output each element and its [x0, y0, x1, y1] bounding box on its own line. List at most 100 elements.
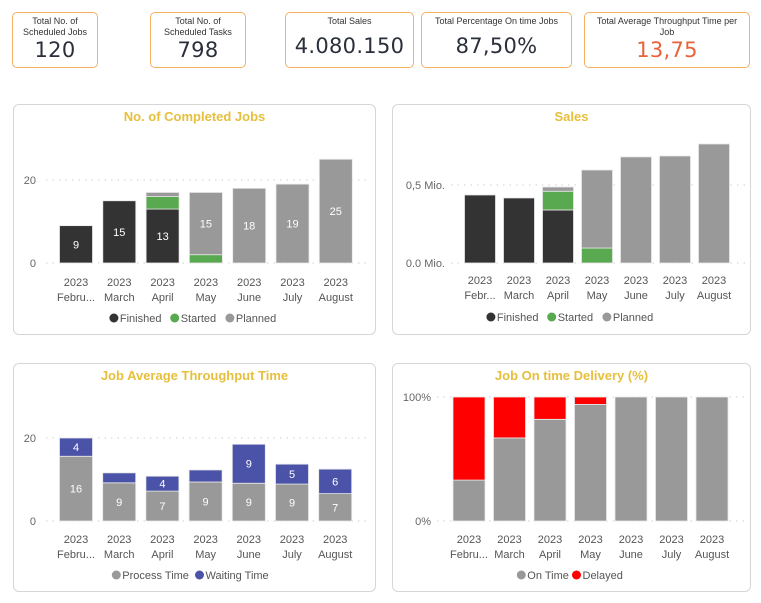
bar-segment-started[interactable] [145, 196, 180, 210]
bar-segment-on-time[interactable] [493, 437, 526, 522]
bar-segment-waiting-time[interactable] [231, 443, 266, 484]
data-label: 4 [159, 479, 165, 491]
bar-segment-waiting-time[interactable] [188, 469, 223, 483]
bar-segment-finished[interactable] [102, 200, 137, 264]
bar-segment-finished[interactable] [464, 194, 496, 264]
x-tick-label: March [494, 549, 525, 561]
x-tick-label: June [237, 549, 261, 561]
bar-segment-on-time[interactable] [533, 418, 567, 522]
chart-title: No. of Completed Jobs [123, 109, 266, 124]
kpi-label: Total No. of Scheduled Jobs [22, 16, 88, 37]
bar-segment-finished[interactable] [503, 197, 535, 264]
sales-chart[interactable]: Sales 0.0 Mio. 0,5 Mio. 2023 Febr... 2023 Mar… [392, 104, 751, 335]
kpi-total-sales: Total Sales 4.080.150 [285, 12, 414, 68]
completed-jobs-chart[interactable]: No. of Completed Jobs 0 20 9 2023 Febru... 15… [13, 104, 376, 335]
kpi-value: 4.080.150 [294, 34, 405, 58]
bar-segment-waiting-time[interactable] [318, 468, 353, 495]
bar-segment-delayed[interactable] [533, 396, 567, 420]
x-tick-label: 2023 [323, 534, 347, 546]
bar-segment-planned[interactable] [145, 192, 180, 197]
bar-segment-started[interactable] [581, 247, 613, 264]
data-label: 9 [246, 497, 252, 509]
x-tick-label: May [587, 290, 608, 302]
bar-segment-started[interactable] [542, 190, 574, 211]
x-tick-label: April [152, 292, 174, 304]
data-label: 9 [246, 459, 252, 471]
y-tick-label: 0 [30, 516, 36, 528]
bar-segment-planned[interactable] [659, 155, 691, 264]
x-tick-label: Febru... [450, 549, 488, 561]
legend-label[interactable]: Started [558, 312, 593, 324]
bar-segment-process-time[interactable] [102, 482, 137, 522]
x-tick-label: 2023 [280, 534, 304, 546]
legend-label[interactable]: Waiting Time [206, 570, 269, 582]
bar-segment-process-time[interactable] [231, 482, 266, 522]
bar-segment-delayed[interactable] [452, 396, 486, 481]
x-tick-label: 2023 [457, 534, 481, 546]
legend-marker [572, 570, 581, 580]
on-time-delivery-chart[interactable]: Job On time Delivery (%) 0% 100% 2023 Febru… [392, 363, 751, 592]
throughput-time-chart[interactable]: Job Average Throughput Time 0 20 16 4 2023 Fe… [13, 363, 376, 592]
bar-segment-planned[interactable] [318, 158, 353, 264]
bar-segment-on-time[interactable] [614, 396, 648, 522]
bar-segment-process-time[interactable] [275, 483, 309, 522]
bar-segment-waiting-time[interactable] [102, 472, 137, 484]
x-tick-label: 2023 [64, 534, 88, 546]
bar-segment-process-time[interactable] [59, 455, 93, 522]
x-tick-label: 2023 [324, 277, 348, 289]
bar-segment-planned[interactable] [275, 183, 310, 264]
legend-label[interactable]: Process Time [122, 570, 189, 582]
x-tick-label: 2023 [150, 277, 174, 289]
legend-label[interactable]: On Time [527, 570, 569, 582]
x-tick-label: March [104, 549, 135, 561]
bar-segment-waiting-time[interactable] [59, 437, 93, 457]
bar-segment-waiting-time[interactable] [145, 475, 180, 492]
legend-label[interactable]: Planned [613, 312, 653, 324]
kpi-value: 120 [34, 38, 76, 62]
bar-segment-planned[interactable] [542, 186, 574, 192]
bar-segment-planned[interactable] [698, 143, 730, 264]
bar-segment-on-time[interactable] [695, 396, 729, 522]
x-tick-label: August [318, 549, 352, 561]
data-label: 9 [116, 497, 122, 509]
y-tick-label: 0.0 Mio. [406, 258, 445, 270]
legend-label[interactable]: Started [181, 313, 216, 325]
x-tick-label: Febr... [464, 290, 495, 302]
x-tick-label: 2023 [237, 277, 261, 289]
bar-segment-finished[interactable] [59, 225, 93, 264]
x-tick-label: 2023 [280, 277, 304, 289]
x-tick-label: July [665, 290, 685, 302]
x-tick-label: 2023 [193, 534, 217, 546]
legend-marker [109, 313, 119, 323]
bar-segment-planned[interactable] [620, 156, 652, 264]
bar-segment-on-time[interactable] [655, 396, 688, 522]
legend-label[interactable]: Delayed [583, 570, 623, 582]
bar-segment-delayed[interactable] [493, 396, 526, 439]
legend-label[interactable]: Finished [497, 312, 539, 324]
x-tick-label: 2023 [663, 275, 687, 287]
chart-svg: 0.0 Mio. 0,5 Mio. 2023 Febr... 2023 March 2023… [406, 143, 745, 324]
bar-segment-finished[interactable] [542, 209, 574, 264]
x-tick-label: 2023 [700, 534, 724, 546]
bar-segment-process-time[interactable] [188, 481, 223, 522]
bar-segment-planned[interactable] [232, 187, 267, 264]
x-tick-label: 2023 [619, 534, 643, 546]
x-tick-label: 2023 [546, 275, 570, 287]
legend-marker [170, 313, 180, 323]
bar-segment-planned[interactable] [188, 192, 223, 256]
bar-segment-waiting-time[interactable] [275, 463, 309, 485]
bar-segment-planned[interactable] [581, 169, 613, 249]
x-tick-label: July [282, 549, 302, 561]
x-tick-label: August [319, 292, 353, 304]
bar-segment-process-time[interactable] [318, 493, 353, 522]
legend-label[interactable]: Finished [120, 313, 162, 325]
bar-segment-started[interactable] [188, 254, 223, 264]
bar-segment-delayed[interactable] [574, 396, 607, 405]
data-label: 16 [70, 484, 82, 496]
bar-segment-on-time[interactable] [574, 404, 607, 522]
bar-segment-on-time[interactable] [452, 479, 486, 522]
chart-svg: 0 20 9 2023 Febru... 15 2023 March 13 2023 April 15… [24, 158, 366, 325]
bar-segment-finished[interactable] [145, 208, 180, 264]
x-tick-label: Febru... [57, 549, 95, 561]
legend-label[interactable]: Planned [236, 313, 276, 325]
